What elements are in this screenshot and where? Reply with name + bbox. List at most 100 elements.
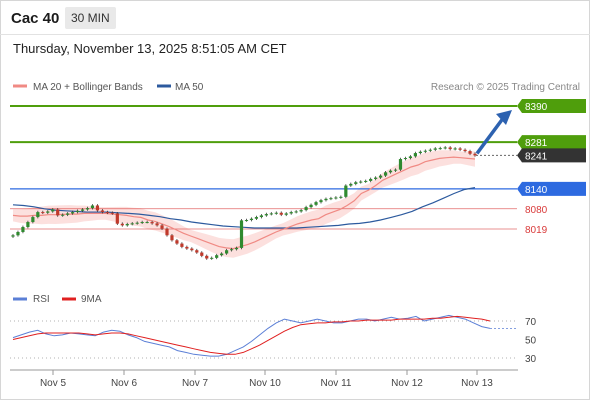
symbol-title: Cac 40 <box>11 10 60 27</box>
x-tick-label: Nov 5 <box>40 378 67 389</box>
candle-body <box>205 255 209 259</box>
candle-body <box>393 169 398 171</box>
candle-body <box>279 212 283 215</box>
candle-body <box>413 153 417 157</box>
x-tick-label: Nov 7 <box>182 378 209 389</box>
candle-body <box>105 212 109 214</box>
candle-body <box>239 220 244 248</box>
candle-body <box>210 257 214 259</box>
rsi-ma-line <box>12 315 491 355</box>
candle-body <box>314 202 318 205</box>
candle-body <box>31 217 35 223</box>
candle-body <box>220 253 224 256</box>
candle-body <box>369 178 373 181</box>
level-tag-text-8140: 8140 <box>525 185 548 196</box>
candle-body <box>324 198 328 201</box>
candle-body <box>66 213 70 215</box>
rsi-tick-30: 30 <box>525 354 537 365</box>
candle-body <box>56 209 60 216</box>
candle-body <box>21 227 25 232</box>
candle-body <box>225 250 229 254</box>
level-tag-text-8390: 8390 <box>525 102 548 113</box>
candle-body <box>61 214 65 216</box>
candle-body <box>299 210 303 212</box>
candle-body <box>443 147 447 149</box>
candle-body <box>259 215 263 218</box>
candle-body <box>418 151 422 154</box>
candle-body <box>423 150 427 152</box>
candle-body <box>195 250 199 253</box>
candle-body <box>349 183 353 186</box>
candle-body <box>339 196 343 198</box>
candle-body <box>354 182 358 184</box>
candle-body <box>359 181 363 183</box>
credit-label: Research © 2025 Trading Central <box>431 82 580 93</box>
candle-body <box>398 159 403 170</box>
candle-body <box>100 210 105 213</box>
ma20-legend-label: MA 20 + Bollinger Bands <box>33 82 143 93</box>
candles <box>11 146 477 260</box>
candle-body <box>170 235 174 241</box>
candle-body <box>80 209 85 211</box>
candle-body <box>254 217 259 219</box>
x-tick-label: Nov 13 <box>461 378 493 389</box>
candle-body <box>71 212 75 214</box>
candle-body <box>185 246 189 249</box>
x-tick-label: Nov 12 <box>391 378 423 389</box>
moving-averages <box>12 156 476 250</box>
candle-body <box>374 177 378 179</box>
candle-body <box>383 172 388 176</box>
candle-body <box>344 185 348 197</box>
forecast-arrow-head <box>496 110 512 125</box>
ma50-legend-label: MA 50 <box>175 82 204 93</box>
rsi-tick-50: 50 <box>525 336 537 347</box>
ma20-line <box>12 156 476 250</box>
rsi-panel: 70 50 30 <box>10 314 537 365</box>
level-tags: 8390 8281 8241 8140 8080 8019 <box>517 99 586 236</box>
candle-body <box>294 211 298 213</box>
candle-body <box>473 153 477 156</box>
rsi-tick-70: 70 <box>525 317 537 328</box>
candle-body <box>334 197 338 199</box>
candle-body <box>284 213 288 215</box>
candle-body <box>36 212 40 218</box>
candle-body <box>175 240 179 244</box>
candle-body <box>165 228 169 236</box>
candle-body <box>428 149 432 151</box>
x-tick-label: Nov 6 <box>111 378 138 389</box>
candle-body <box>234 247 239 250</box>
candle-body <box>289 212 293 214</box>
timeframe-button[interactable]: 30 MIN <box>65 7 116 29</box>
candle-body <box>274 212 278 214</box>
candle-body <box>329 198 333 200</box>
candle-body <box>190 248 194 251</box>
level-tag-8281 <box>517 135 586 150</box>
candle-body <box>458 148 462 150</box>
candle-body <box>125 224 129 226</box>
candle-body <box>145 222 149 224</box>
candle-body <box>463 149 467 152</box>
level-tag-8241 <box>517 148 586 163</box>
rsi-legend-label: RSI <box>33 294 50 305</box>
candle-body <box>135 222 139 224</box>
top-bar: Cac 40 30 MIN <box>0 0 590 35</box>
candle-body <box>244 220 249 222</box>
candle-body <box>130 223 134 225</box>
level-tag-text-8080: 8080 <box>525 205 548 216</box>
forecast-arrow <box>475 110 512 155</box>
ma50-line <box>12 187 476 229</box>
candle-body <box>403 158 408 160</box>
candle-body <box>115 213 119 224</box>
candle-body <box>26 222 30 228</box>
candle-body <box>309 204 313 208</box>
candle-body <box>249 218 254 221</box>
candle-body <box>75 210 80 213</box>
candle-body <box>160 225 164 229</box>
level-tag-text-8241: 8241 <box>525 151 548 162</box>
bollinger-band-area <box>13 150 475 258</box>
candle-body <box>433 148 437 150</box>
candle-body <box>215 255 219 258</box>
candle-body <box>95 205 100 211</box>
bollinger-bands <box>13 150 475 258</box>
candle-body <box>304 207 308 211</box>
